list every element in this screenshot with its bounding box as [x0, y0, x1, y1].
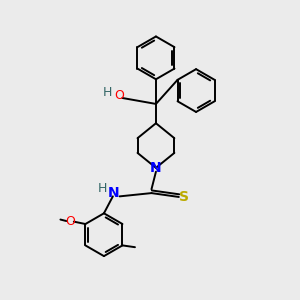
Text: O: O: [115, 89, 124, 102]
Text: H: H: [103, 86, 112, 99]
Text: O: O: [66, 214, 76, 227]
Text: H: H: [98, 182, 107, 195]
Text: N: N: [108, 186, 120, 200]
Text: N: N: [150, 161, 162, 175]
Text: S: S: [178, 190, 189, 204]
